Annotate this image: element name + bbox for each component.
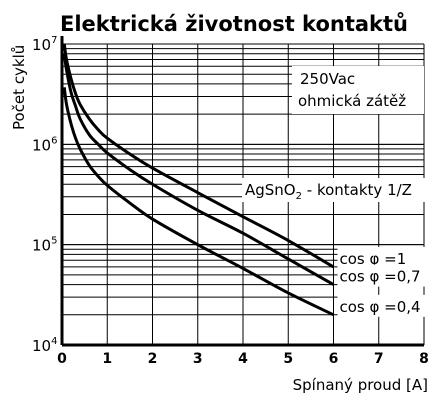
x-axis-label: Spínaný proud [A] [293,376,428,394]
axes [60,36,424,347]
y-tick-labels: 104 105 106 107 [32,35,57,355]
x-tick-label: 5 [283,351,293,367]
grid [61,43,425,346]
voltage-annotation: 250Vac [300,70,355,88]
y-tick-label: 104 [32,336,57,355]
x-tick-label: 3 [193,351,203,367]
y-tick-label: 107 [32,35,57,54]
conditions-annotation: 250Vac ohmická zátěž [292,66,424,114]
series-label: cos φ =1 [340,250,407,268]
y-axis-label: Počet cyklů [10,45,28,130]
series-lines [62,43,335,317]
series-line [62,43,335,269]
y-tick-label: 105 [32,236,57,255]
series-label: cos φ =0,7 [340,268,421,286]
series-label-bg [337,294,430,317]
x-tick-label: 0 [57,351,67,367]
x-tick-label: 8 [419,351,429,367]
series-line [62,87,335,317]
load-annotation: ohmická zátěž [298,92,406,110]
x-tick-label: 2 [148,351,158,367]
chart-title: Elektrická životnost kontaktů [60,12,408,36]
material-label: AgSnO2 - kontakty 1/Z [245,181,412,202]
x-tick-label: 4 [238,351,248,367]
series-label-bg [337,264,430,287]
material-annotation: AgSnO2 - kontakty 1/Z [242,178,426,202]
x-tick-label: 6 [329,351,339,367]
y-tick-label: 106 [32,135,57,154]
x-tick-label: 7 [374,351,384,367]
series-label: cos φ =0,4 [340,298,421,316]
x-tick-labels: 0 1 2 3 4 5 6 7 8 [57,351,429,367]
series-line [62,53,335,286]
x-tick-label: 1 [102,351,112,367]
series-label-bg [337,246,430,269]
